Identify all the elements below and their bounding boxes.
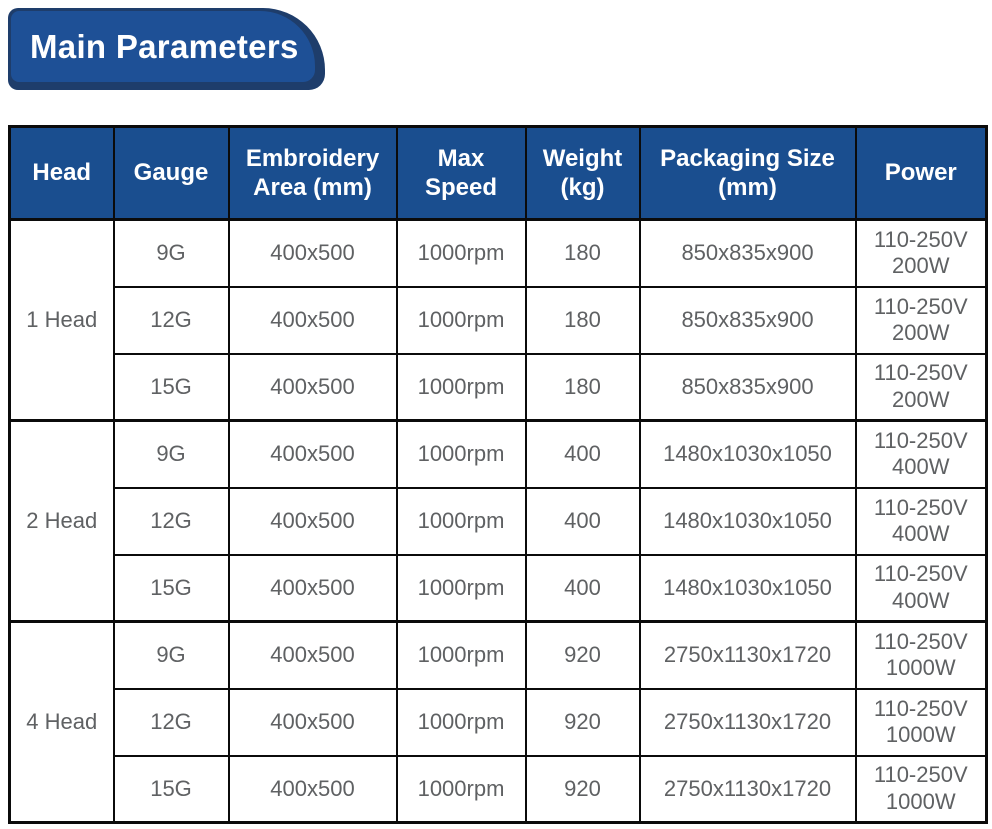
- table-body: 1 Head 9G 400x500 1000rpm 180 850x835x90…: [8, 218, 988, 824]
- power-cell: 110-250V 400W: [854, 486, 988, 556]
- table-row: 15G 400x500 1000rpm 400 1480x1030x1050 1…: [10, 553, 988, 623]
- area-cell: 400x500: [227, 419, 398, 489]
- table-row: 12G 400x500 1000rpm 920 2750x1130x1720 1…: [10, 687, 988, 757]
- area-cell: 400x500: [227, 285, 398, 355]
- gauge-cell: 15G: [112, 754, 230, 824]
- section-title: Main Parameters: [30, 27, 299, 65]
- table-row: 15G 400x500 1000rpm 920 2750x1130x1720 1…: [10, 754, 988, 824]
- speed-cell: 1000rpm: [395, 218, 527, 288]
- head-cell: 1 Head: [8, 218, 115, 422]
- speed-cell: 1000rpm: [395, 553, 527, 623]
- gauge-cell: 9G: [112, 218, 230, 288]
- parameters-table: Head Gauge Embroidery Area (mm) Max Spee…: [8, 125, 988, 824]
- gauge-cell: 12G: [112, 687, 230, 757]
- speed-cell: 1000rpm: [395, 285, 527, 355]
- gauge-cell: 15G: [112, 553, 230, 623]
- header-head: Head: [8, 125, 115, 221]
- area-cell: 400x500: [227, 486, 398, 556]
- power-cell: 110-250V 400W: [854, 553, 988, 623]
- table-row: 1 Head 9G 400x500 1000rpm 180 850x835x90…: [8, 218, 988, 422]
- power-cell: 110-250V 1000W: [854, 687, 988, 757]
- packaging-cell: 2750x1130x1720: [638, 620, 857, 690]
- packaging-cell: 2750x1130x1720: [638, 754, 857, 824]
- speed-cell: 1000rpm: [395, 687, 527, 757]
- header-gauge: Gauge: [112, 125, 230, 221]
- gauge-cell: 12G: [112, 486, 230, 556]
- speed-cell: 1000rpm: [395, 754, 527, 824]
- header-embroidery-area: Embroidery Area (mm): [227, 125, 398, 221]
- packaging-cell: 1480x1030x1050: [638, 486, 857, 556]
- speed-cell: 1000rpm: [395, 419, 527, 489]
- weight-cell: 400: [524, 419, 641, 489]
- speed-cell: 1000rpm: [395, 620, 527, 690]
- table-row: 2 Head 9G 400x500 1000rpm 400 1480x1030x…: [8, 419, 988, 623]
- header-max-speed: Max Speed: [395, 125, 527, 221]
- weight-cell: 180: [524, 352, 641, 422]
- weight-cell: 180: [524, 218, 641, 288]
- speed-cell: 1000rpm: [395, 352, 527, 422]
- header-power: Power: [854, 125, 988, 221]
- power-cell: 110-250V 200W: [854, 352, 988, 422]
- packaging-cell: 850x835x900: [638, 218, 857, 288]
- area-cell: 400x500: [227, 352, 398, 422]
- table-row: 12G 400x500 1000rpm 400 1480x1030x1050 1…: [10, 486, 988, 556]
- header-packaging-size: Packaging Size (mm): [638, 125, 857, 221]
- power-cell: 110-250V 200W: [854, 285, 988, 355]
- table-row: 12G 400x500 1000rpm 180 850x835x900 110-…: [10, 285, 988, 355]
- packaging-cell: 1480x1030x1050: [638, 419, 857, 489]
- weight-cell: 920: [524, 620, 641, 690]
- weight-cell: 400: [524, 486, 641, 556]
- power-cell: 110-250V 400W: [854, 419, 988, 489]
- section-banner: Main Parameters: [8, 8, 325, 90]
- packaging-cell: 2750x1130x1720: [638, 687, 857, 757]
- weight-cell: 180: [524, 285, 641, 355]
- gauge-cell: 12G: [112, 285, 230, 355]
- packaging-cell: 850x835x900: [638, 352, 857, 422]
- speed-cell: 1000rpm: [395, 486, 527, 556]
- gauge-cell: 9G: [112, 620, 230, 690]
- head-cell: 2 Head: [8, 419, 115, 623]
- header-row: Head Gauge Embroidery Area (mm) Max Spee…: [8, 125, 988, 221]
- section-banner-inner: Main Parameters: [11, 11, 315, 82]
- area-cell: 400x500: [227, 553, 398, 623]
- power-cell: 110-250V 1000W: [854, 754, 988, 824]
- area-cell: 400x500: [227, 218, 398, 288]
- table-header: Head Gauge Embroidery Area (mm) Max Spee…: [8, 125, 988, 221]
- weight-cell: 920: [524, 754, 641, 824]
- power-cell: 110-250V 1000W: [854, 620, 988, 690]
- weight-cell: 400: [524, 553, 641, 623]
- head-cell: 4 Head: [8, 620, 115, 824]
- power-cell: 110-250V 200W: [854, 218, 988, 288]
- header-weight: Weight (kg): [524, 125, 641, 221]
- area-cell: 400x500: [227, 620, 398, 690]
- gauge-cell: 15G: [112, 352, 230, 422]
- table-row: 15G 400x500 1000rpm 180 850x835x900 110-…: [10, 352, 988, 422]
- packaging-cell: 1480x1030x1050: [638, 553, 857, 623]
- weight-cell: 920: [524, 687, 641, 757]
- packaging-cell: 850x835x900: [638, 285, 857, 355]
- gauge-cell: 9G: [112, 419, 230, 489]
- table-row: 4 Head 9G 400x500 1000rpm 920 2750x1130x…: [8, 620, 988, 824]
- area-cell: 400x500: [227, 687, 398, 757]
- area-cell: 400x500: [227, 754, 398, 824]
